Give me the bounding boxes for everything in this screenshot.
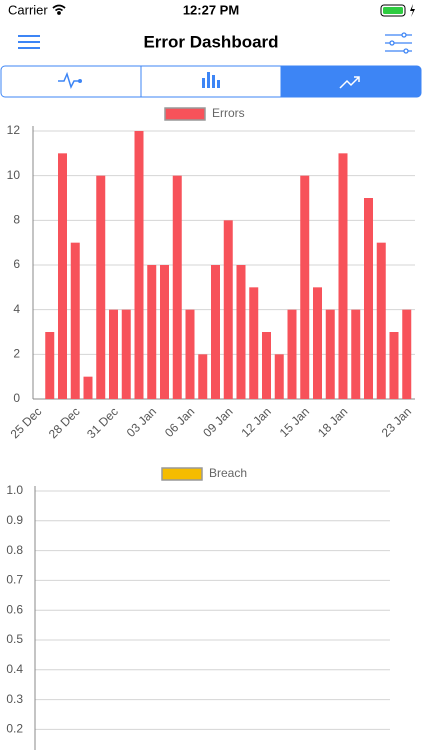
x-tick-label: 12 Jan <box>238 404 273 439</box>
y-tick-label: 0.9 <box>6 513 23 527</box>
tab-selected[interactable] <box>281 66 421 97</box>
y-tick-label: 0.5 <box>6 632 23 646</box>
x-tick-label: 28 Dec <box>46 404 83 441</box>
y-tick-label: 2 <box>13 347 20 361</box>
x-tick-label: 06 Jan <box>162 404 197 439</box>
y-tick-label: 6 <box>13 257 20 271</box>
bar <box>364 198 373 399</box>
legend-label: Errors <box>212 106 245 120</box>
x-tick-label: 03 Jan <box>124 404 159 439</box>
bar <box>147 265 157 399</box>
wifi-icon <box>52 4 66 15</box>
bar <box>223 220 233 399</box>
y-tick-label: 12 <box>7 123 21 137</box>
bar <box>198 354 208 399</box>
x-tick-label: 25 Dec <box>8 404 45 441</box>
tab-pulse[interactable] <box>58 71 79 90</box>
y-tick-label: 0.2 <box>6 722 23 736</box>
menu-button[interactable] <box>18 35 40 49</box>
y-tick-label: 0 <box>13 391 20 405</box>
y-tick-label: 10 <box>7 168 21 182</box>
bar <box>376 242 386 399</box>
bar <box>83 376 93 399</box>
x-tick-label: 18 Jan <box>315 404 350 439</box>
bar <box>287 309 297 399</box>
x-tick-label: 23 Jan <box>379 404 414 439</box>
legend-swatch <box>161 467 203 481</box>
x-tick-label: 09 Jan <box>200 404 235 439</box>
bar <box>389 332 399 399</box>
bar <box>185 309 195 399</box>
x-tick-label: 15 Jan <box>277 404 312 439</box>
y-tick-label: 0.4 <box>6 662 23 676</box>
bar <box>325 309 335 399</box>
bar <box>121 309 131 399</box>
bar <box>300 175 310 399</box>
bar <box>134 131 144 399</box>
filter-button[interactable] <box>385 32 412 54</box>
bar <box>351 309 361 399</box>
nav-title: Error Dashboard <box>143 32 278 51</box>
bar <box>109 309 118 399</box>
bar <box>96 175 106 399</box>
tab-trend[interactable] <box>339 76 360 89</box>
time: 12:27 PM <box>183 2 239 17</box>
tab-bars[interactable] <box>202 72 220 88</box>
bar <box>45 332 55 399</box>
bar <box>58 153 67 399</box>
x-tick-label: 31 Dec <box>84 404 121 441</box>
y-tick-label: 0.8 <box>6 543 23 557</box>
bar <box>172 175 182 399</box>
carrier: Carrier <box>8 2 48 17</box>
y-tick-label: 0.6 <box>6 602 23 616</box>
y-tick-label: 0.3 <box>6 692 23 706</box>
y-tick-label: 0.7 <box>6 573 23 587</box>
bar <box>274 354 284 399</box>
y-tick-label: 1.0 <box>6 483 23 497</box>
bar <box>402 309 412 399</box>
battery-icon <box>380 4 415 17</box>
bar <box>211 265 220 399</box>
legend-label: Breach <box>209 466 247 480</box>
bar <box>313 287 322 399</box>
tab-bar <box>0 65 422 98</box>
bar <box>160 265 169 399</box>
bar <box>236 265 246 399</box>
y-tick-label: 8 <box>13 213 20 227</box>
bar <box>70 242 80 399</box>
y-tick-label: 4 <box>13 302 20 316</box>
bar <box>262 332 271 399</box>
legend-swatch <box>164 107 206 121</box>
bar <box>338 153 348 399</box>
bar <box>249 287 259 399</box>
